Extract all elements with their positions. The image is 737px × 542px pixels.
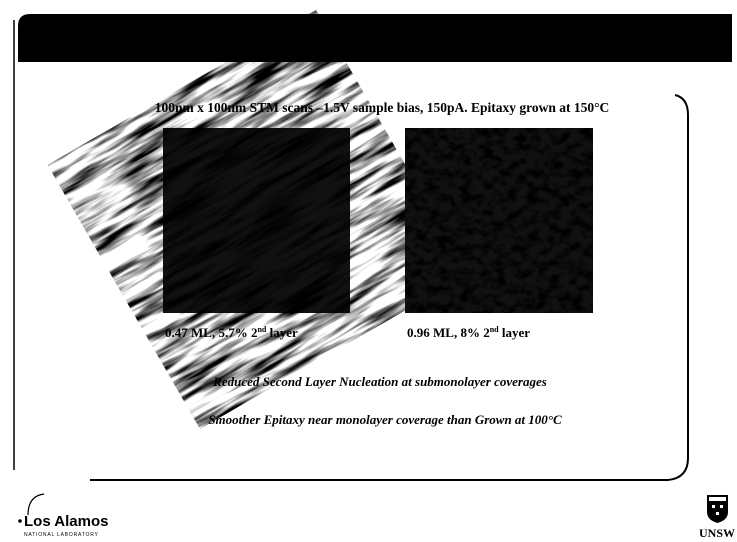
stm-image — [47, 9, 469, 430]
note: Reduced Second Layer Nucleation at submo… — [212, 374, 547, 389]
logo-arc — [27, 493, 45, 516]
stm-image — [405, 128, 593, 313]
caption-text: 0.96 ML, 8% 2 — [407, 325, 490, 340]
image-caption: 0.47 ML, 5.7% 2nd layer — [165, 325, 298, 340]
image-caption: 0.96 ML, 8% 2nd layer — [407, 325, 530, 340]
caption-text: layer — [266, 325, 298, 340]
content-frame — [90, 94, 689, 481]
logo-text: UNSW — [699, 526, 735, 540]
unsw-crest — [707, 495, 728, 523]
caption-text: layer — [499, 325, 531, 340]
header-bar — [18, 14, 732, 62]
note: Smoother Epitaxy near monolayer coverage… — [208, 412, 562, 427]
caption-text: 0.47 ML, 5.7% 2 — [165, 325, 257, 340]
logo-text: Los Alamos — [24, 513, 108, 530]
logo-dot — [18, 519, 22, 523]
caption-superscript: nd — [490, 325, 499, 334]
logo-subtext: NATIONAL LABORATORY — [24, 532, 99, 538]
caption-superscript: nd — [257, 325, 266, 334]
